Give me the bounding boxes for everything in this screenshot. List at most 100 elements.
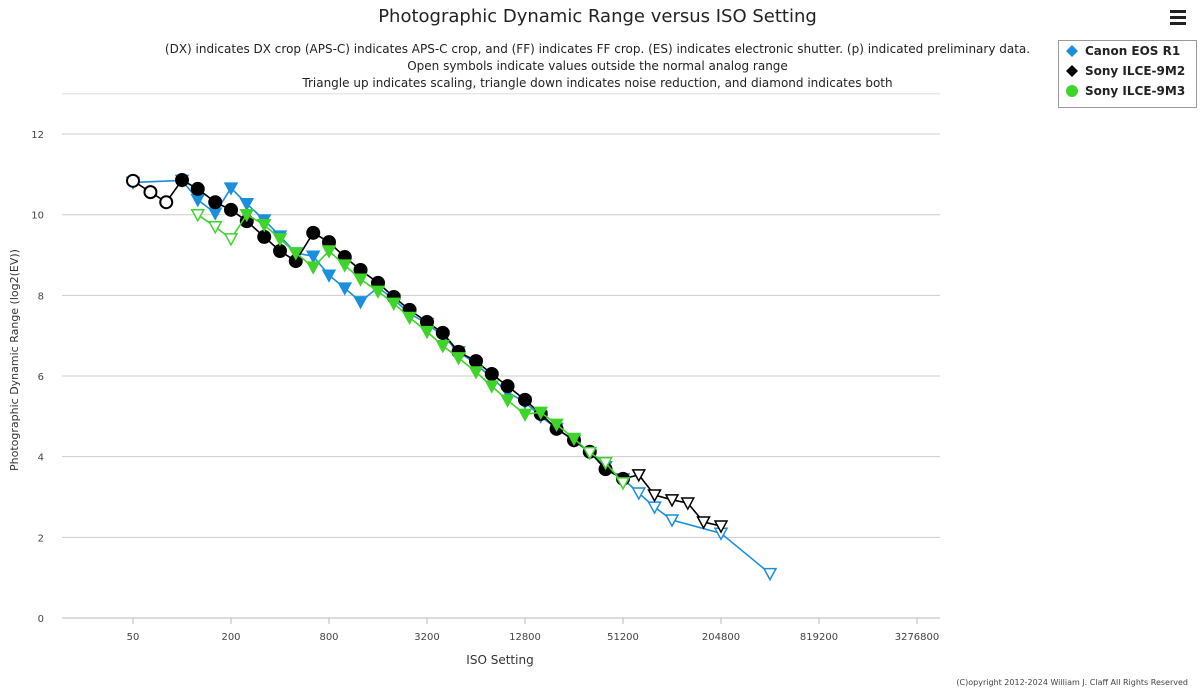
x-tick-label: 819200 xyxy=(800,632,838,643)
y-tick-label: 12 xyxy=(31,130,44,141)
y-tick-label: 0 xyxy=(38,614,44,625)
y-tick-label: 6 xyxy=(38,372,44,383)
x-tick-label: 50 xyxy=(127,632,140,643)
chart-note: Triangle up indicates scaling, triangle … xyxy=(302,76,893,90)
legend-item-sony-ilce-9m2[interactable]: Sony ILCE-9M2 xyxy=(1059,61,1196,81)
data-point xyxy=(321,269,337,283)
data-point xyxy=(598,456,613,471)
x-tick-label: 12800 xyxy=(509,632,541,643)
data-point xyxy=(207,221,223,235)
y-axis-label: Photographic Dynamic Range (log2(EV)) xyxy=(8,249,21,471)
data-point xyxy=(370,285,386,299)
x-tick-label: 204800 xyxy=(702,632,740,643)
data-point xyxy=(190,194,206,208)
y-tick-label: 10 xyxy=(31,211,44,222)
data-point xyxy=(256,219,272,233)
data-point xyxy=(239,208,255,223)
data-point xyxy=(631,469,647,483)
data-point xyxy=(680,497,696,511)
hamburger-menu-icon[interactable] xyxy=(1170,10,1186,28)
x-tick-label: 800 xyxy=(319,632,338,643)
data-point xyxy=(696,516,711,530)
data-point xyxy=(451,352,466,366)
data-point xyxy=(305,250,321,264)
data-point xyxy=(239,198,255,212)
chart-note: Open symbols indicate values outside the… xyxy=(407,59,788,73)
legend-label: Sony ILCE-9M3 xyxy=(1085,84,1186,98)
data-point xyxy=(337,282,353,296)
legend-label: Canon EOS R1 xyxy=(1085,44,1181,58)
data-point xyxy=(664,494,680,508)
data-point xyxy=(273,243,287,258)
series-line xyxy=(197,213,624,484)
diamond-icon xyxy=(1066,65,1078,77)
data-point xyxy=(435,325,450,340)
copyright: (C)opyright 2012-2024 William J. Claff A… xyxy=(956,678,1188,687)
data-point xyxy=(126,173,140,188)
data-point xyxy=(582,446,598,461)
data-point xyxy=(207,207,223,221)
data-point xyxy=(500,394,515,408)
x-tick-label: 3200 xyxy=(414,632,439,643)
data-point xyxy=(353,273,368,287)
data-point xyxy=(190,208,206,223)
diamond-icon xyxy=(1066,45,1078,57)
data-point xyxy=(533,406,549,420)
circle-icon xyxy=(1066,85,1078,97)
data-point xyxy=(224,202,238,217)
data-point xyxy=(402,311,417,326)
data-point xyxy=(647,489,662,503)
data-point xyxy=(175,173,189,188)
data-point xyxy=(272,233,288,247)
data-point xyxy=(518,392,532,407)
data-point xyxy=(647,501,662,515)
data-point xyxy=(208,195,223,210)
legend-item-canon-eos-r1[interactable]: Canon EOS R1 xyxy=(1059,41,1196,61)
legend-label: Sony ILCE-9M2 xyxy=(1085,64,1186,78)
chart-title: Photographic Dynamic Range versus ISO Se… xyxy=(378,6,817,27)
data-point xyxy=(337,259,353,273)
legend: Canon EOS R1 Sony ILCE-9M2 Sony ILCE-9M3 xyxy=(1058,40,1197,108)
data-point xyxy=(631,487,647,501)
y-tick-label: 2 xyxy=(38,533,44,544)
data-point xyxy=(288,247,304,261)
series-sony-ilce-9m2 xyxy=(126,173,729,534)
legend-item-sony-ilce-9m3[interactable]: Sony ILCE-9M3 xyxy=(1059,81,1196,101)
data-point xyxy=(566,432,582,447)
data-point xyxy=(306,225,321,240)
y-tick-label: 4 xyxy=(38,453,44,464)
data-point xyxy=(762,567,778,582)
data-point xyxy=(305,261,321,275)
data-point xyxy=(143,185,158,200)
data-point xyxy=(713,520,729,534)
data-point xyxy=(549,418,564,432)
data-point xyxy=(190,181,205,196)
data-point xyxy=(223,182,239,196)
data-point xyxy=(223,233,239,247)
data-point xyxy=(484,380,500,394)
data-point xyxy=(159,195,174,210)
data-point xyxy=(435,340,451,354)
data-point xyxy=(484,367,499,382)
data-point xyxy=(500,379,515,394)
series-canon-eos-r1 xyxy=(125,174,778,582)
data-point xyxy=(386,297,402,311)
data-point xyxy=(257,229,272,244)
data-point xyxy=(468,366,484,380)
x-tick-label: 51200 xyxy=(607,632,639,643)
data-point xyxy=(517,408,533,422)
x-tick-label: 3276800 xyxy=(895,632,940,643)
data-point xyxy=(615,477,631,491)
series-sony-ilce-9m3 xyxy=(190,208,631,491)
data-point xyxy=(419,325,435,340)
data-point xyxy=(321,245,337,259)
x-axis-label: ISO Setting xyxy=(466,653,533,667)
y-tick-label: 8 xyxy=(38,291,44,302)
data-point xyxy=(469,354,483,369)
data-point xyxy=(353,296,368,310)
x-tick-label: 200 xyxy=(221,632,240,643)
data-point xyxy=(664,514,680,528)
chart-note: (DX) indicates DX crop (APS-C) indicates… xyxy=(164,42,1031,56)
